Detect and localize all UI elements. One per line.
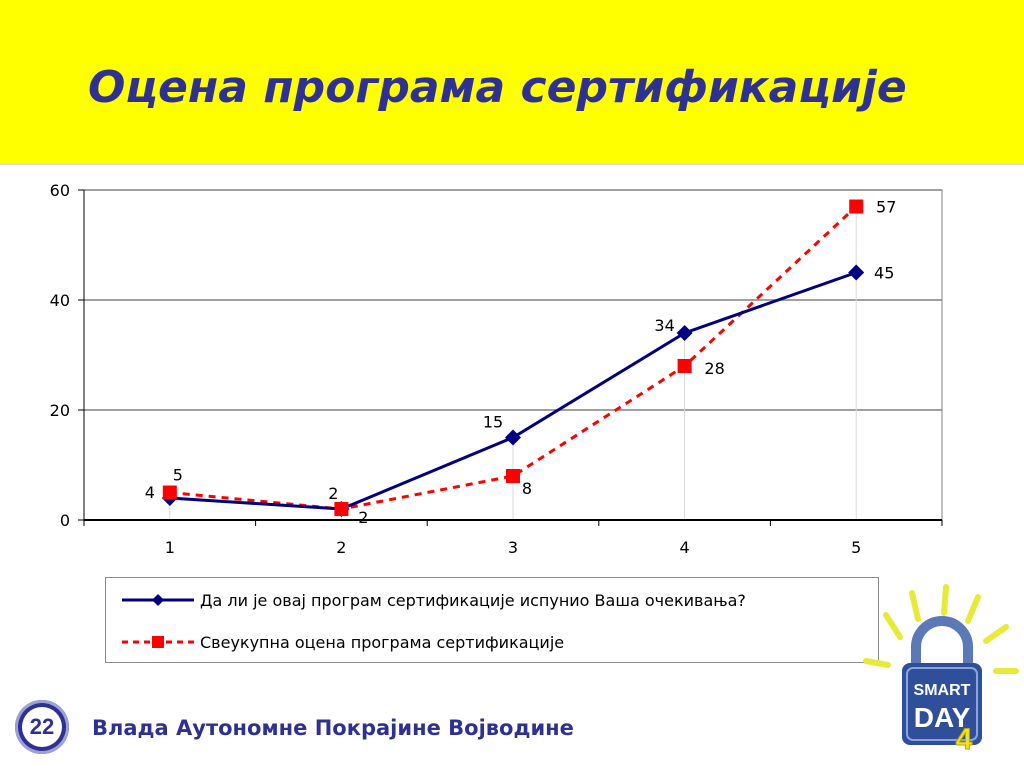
logo-text-smart: SMART [914, 682, 971, 699]
series-2-label-2: 2 [358, 508, 368, 527]
series-2-point-5 [849, 199, 864, 214]
y-tick-label-0: 0 [60, 511, 70, 530]
series-2-point-2 [334, 502, 349, 516]
series-1-label-4: 34 [654, 316, 674, 335]
series-1-point-3 [505, 429, 521, 446]
legend-swatch-series-1 [122, 594, 194, 606]
series-2-label-4: 28 [704, 359, 724, 378]
series-2-label-5: 57 [876, 198, 896, 217]
series-2-point-3 [506, 469, 520, 483]
y-tick-label-60: 60 [50, 181, 70, 200]
series-1-label-1: 4 [145, 483, 155, 502]
series-2-point-4 [677, 359, 692, 373]
title-band: Оцена програма сертификације [0, 0, 1024, 165]
legend-label-series-2: Свеукупна оцена програма сертификације [200, 632, 565, 652]
x-tick-label-3: 3 [508, 538, 518, 557]
x-tick-label-1: 1 [165, 538, 175, 557]
legend-label-series-1: Да ли је овај програм сертификације испу… [200, 590, 746, 610]
logo-text-day: DAY [914, 702, 971, 733]
x-tick-label-5: 5 [851, 538, 861, 557]
legend-swatch-series-2 [122, 636, 194, 648]
legend-entry-series-1: Да ли је овај програм сертификације испу… [122, 587, 746, 613]
series-2-point-1 [162, 485, 177, 500]
y-tick-label-40: 40 [50, 291, 70, 310]
chart-legend: Да ли је овај програм сертификације испу… [105, 577, 879, 663]
series-1-label-5: 45 [874, 264, 894, 283]
series-1-label-2: 2 [328, 484, 338, 503]
title-divider [0, 163, 1024, 165]
x-tick-label-2: 2 [336, 538, 346, 557]
smart-day-logo-icon: SMART DAY 4 [863, 584, 1019, 755]
page-number-badge: 22 [15, 700, 69, 754]
footer: 22 Влада Аутономне Покрајине Војводине [0, 692, 1024, 768]
y-tick-label-20: 20 [50, 401, 70, 420]
organization-name: Влада Аутономне Покрајине Војводине [92, 716, 574, 740]
series-1-point-5 [848, 264, 865, 281]
logo-text-number: 4 [956, 723, 973, 755]
page-number: 22 [22, 707, 62, 747]
x-tick-label-4: 4 [680, 538, 690, 557]
slide-title: Оцена програма сертификације [88, 62, 907, 113]
series-2-label-1: 5 [173, 466, 183, 485]
series-1-point-4 [676, 325, 693, 341]
legend-entry-series-2: Свеукупна оцена програма сертификације [122, 629, 564, 655]
series-2-label-3: 8 [522, 479, 532, 498]
series-1-label-3: 15 [483, 413, 503, 432]
